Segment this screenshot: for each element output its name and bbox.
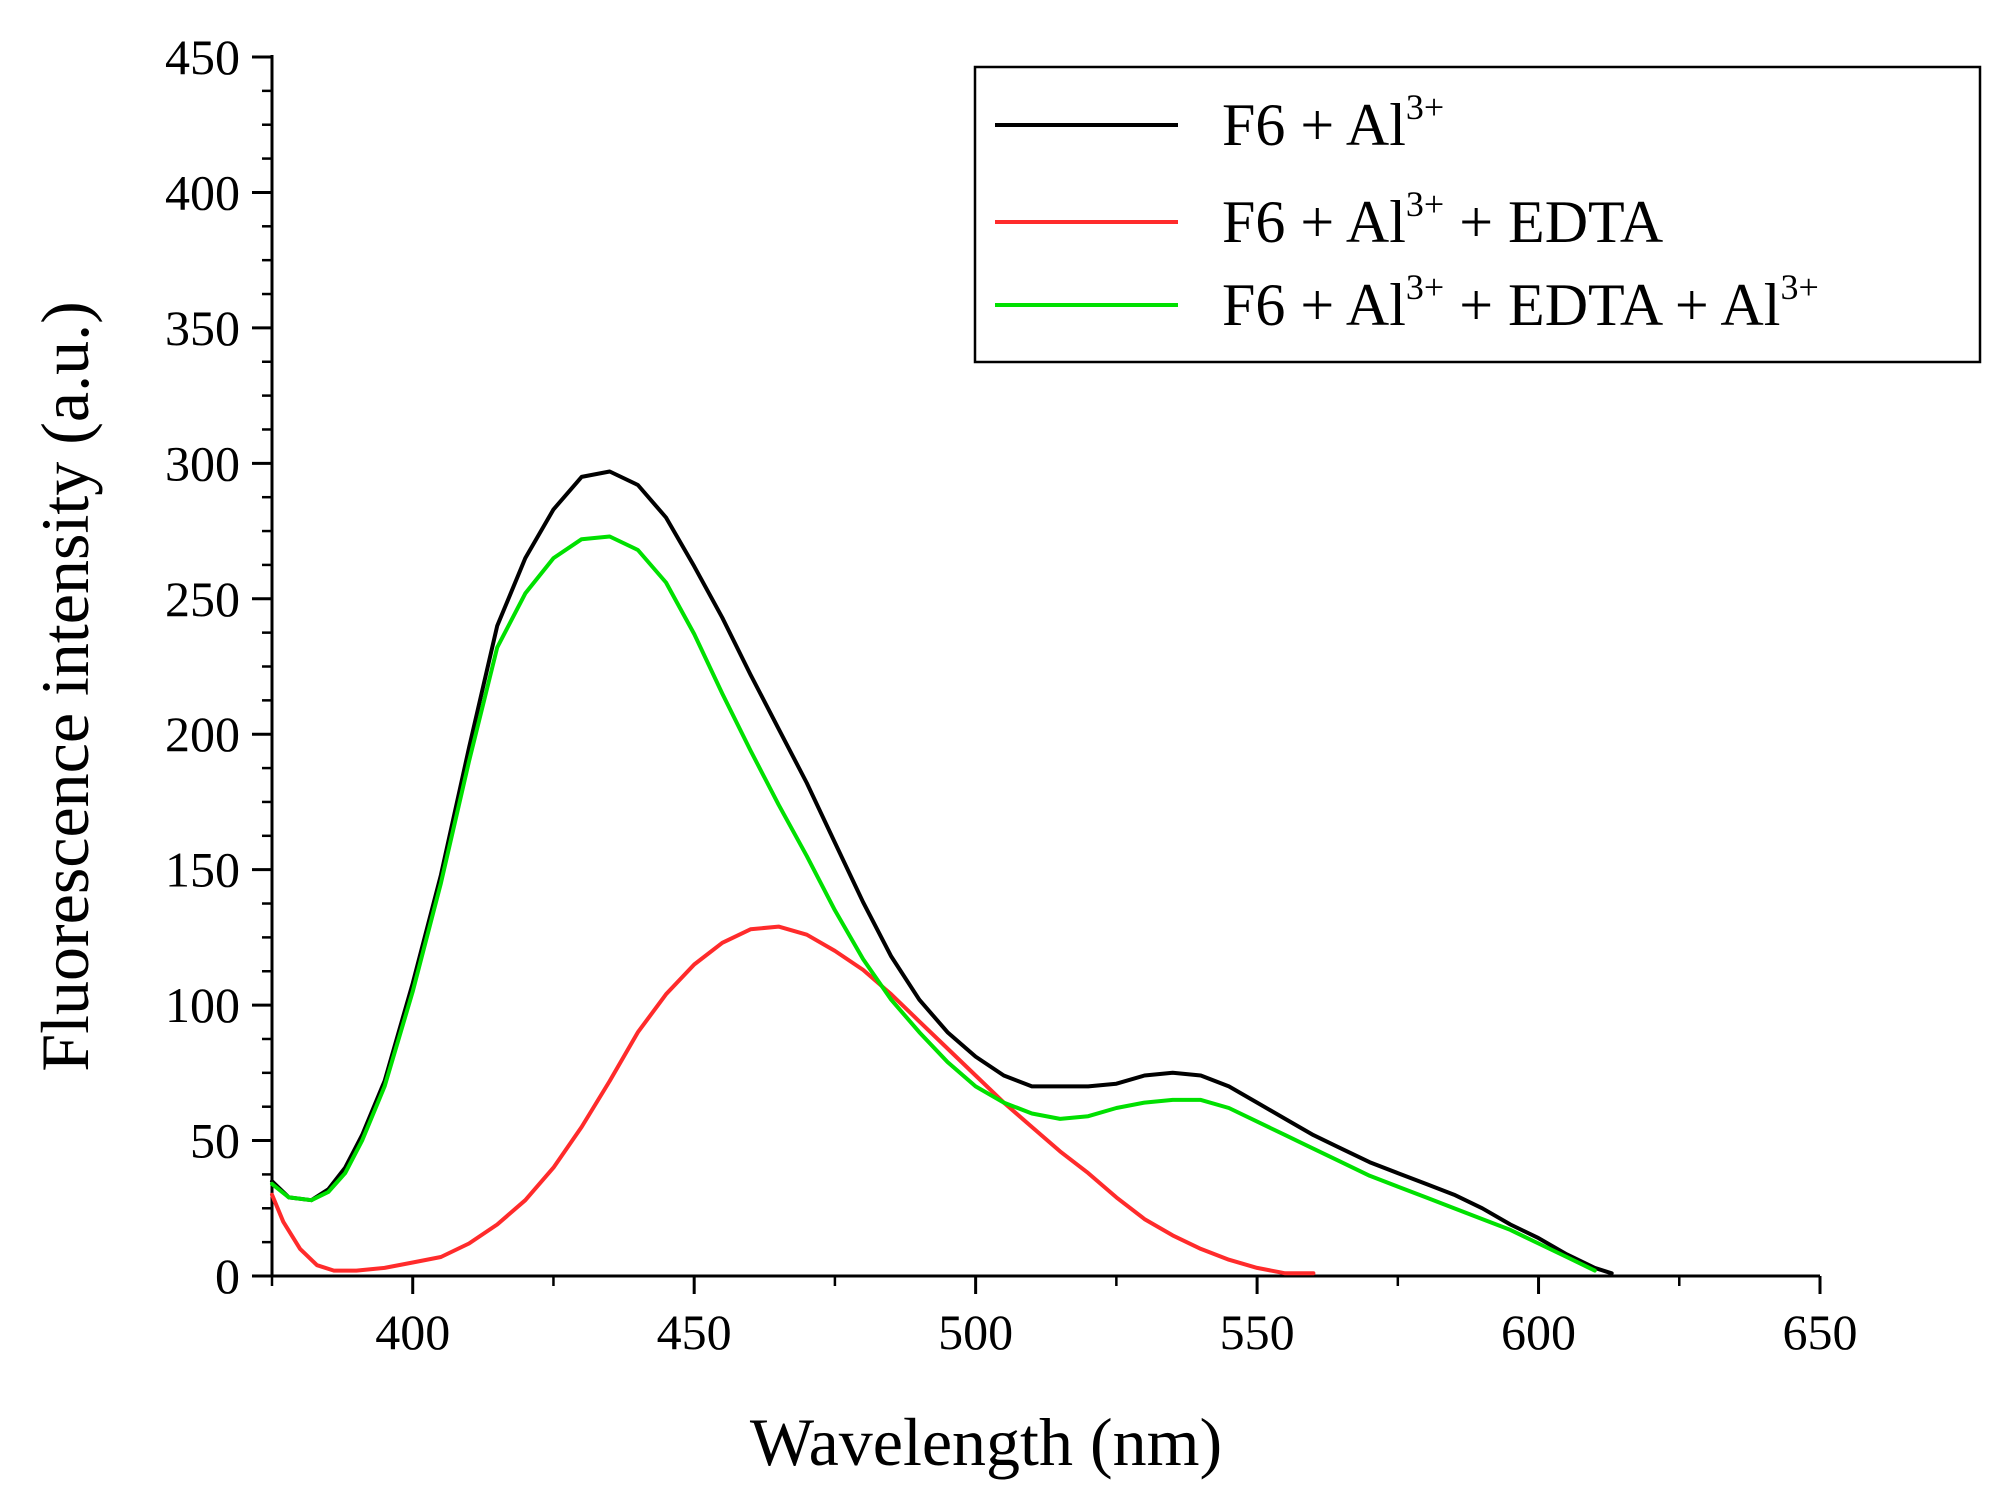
x-tick-label: 400 — [375, 1304, 450, 1360]
y-tick-label: 350 — [165, 300, 240, 356]
legend-label-2: F6 + Al3+ + EDTA — [1222, 184, 1663, 255]
y-tick-label: 200 — [165, 706, 240, 762]
y-tick-label: 100 — [165, 977, 240, 1033]
legend: F6 + Al3+ F6 + Al3+ + EDTA F6 + Al3+ + EDT… — [973, 65, 1982, 364]
y-tick-label: 450 — [165, 29, 240, 85]
y-axis-title: Fluorescence intensity (a.u.) — [27, 301, 103, 1071]
x-tick-label: 500 — [938, 1304, 1013, 1360]
legend-box — [973, 65, 1982, 364]
series-line-2 — [270, 924, 1316, 1276]
series-line-3 — [270, 534, 1597, 1273]
x-tick-label: 650 — [1783, 1304, 1858, 1360]
x-tick-label: 450 — [657, 1304, 732, 1360]
y-tick-label: 400 — [165, 164, 240, 220]
x-tick-label: 550 — [1220, 1304, 1295, 1360]
series-line-1 — [270, 469, 1614, 1276]
y-tick-label: 150 — [165, 842, 240, 898]
series-layer — [270, 469, 1614, 1276]
legend-label-1: F6 + Al3+ — [1222, 87, 1444, 158]
x-axis-title: Wavelength (nm) — [750, 1404, 1222, 1480]
x-tick-label: 600 — [1501, 1304, 1576, 1360]
legend-label-3: F6 + Al3+ + EDTA + Al3+ — [1222, 267, 1819, 338]
axes: 0 50 100 150 200 250 300 350 400 450 400 450 500 550 6… — [165, 29, 1858, 1360]
y-tick-label: 300 — [165, 435, 240, 491]
y-tick-label: 250 — [165, 571, 240, 627]
y-tick-label: 50 — [190, 1113, 240, 1169]
y-tick-label: 0 — [215, 1248, 240, 1304]
